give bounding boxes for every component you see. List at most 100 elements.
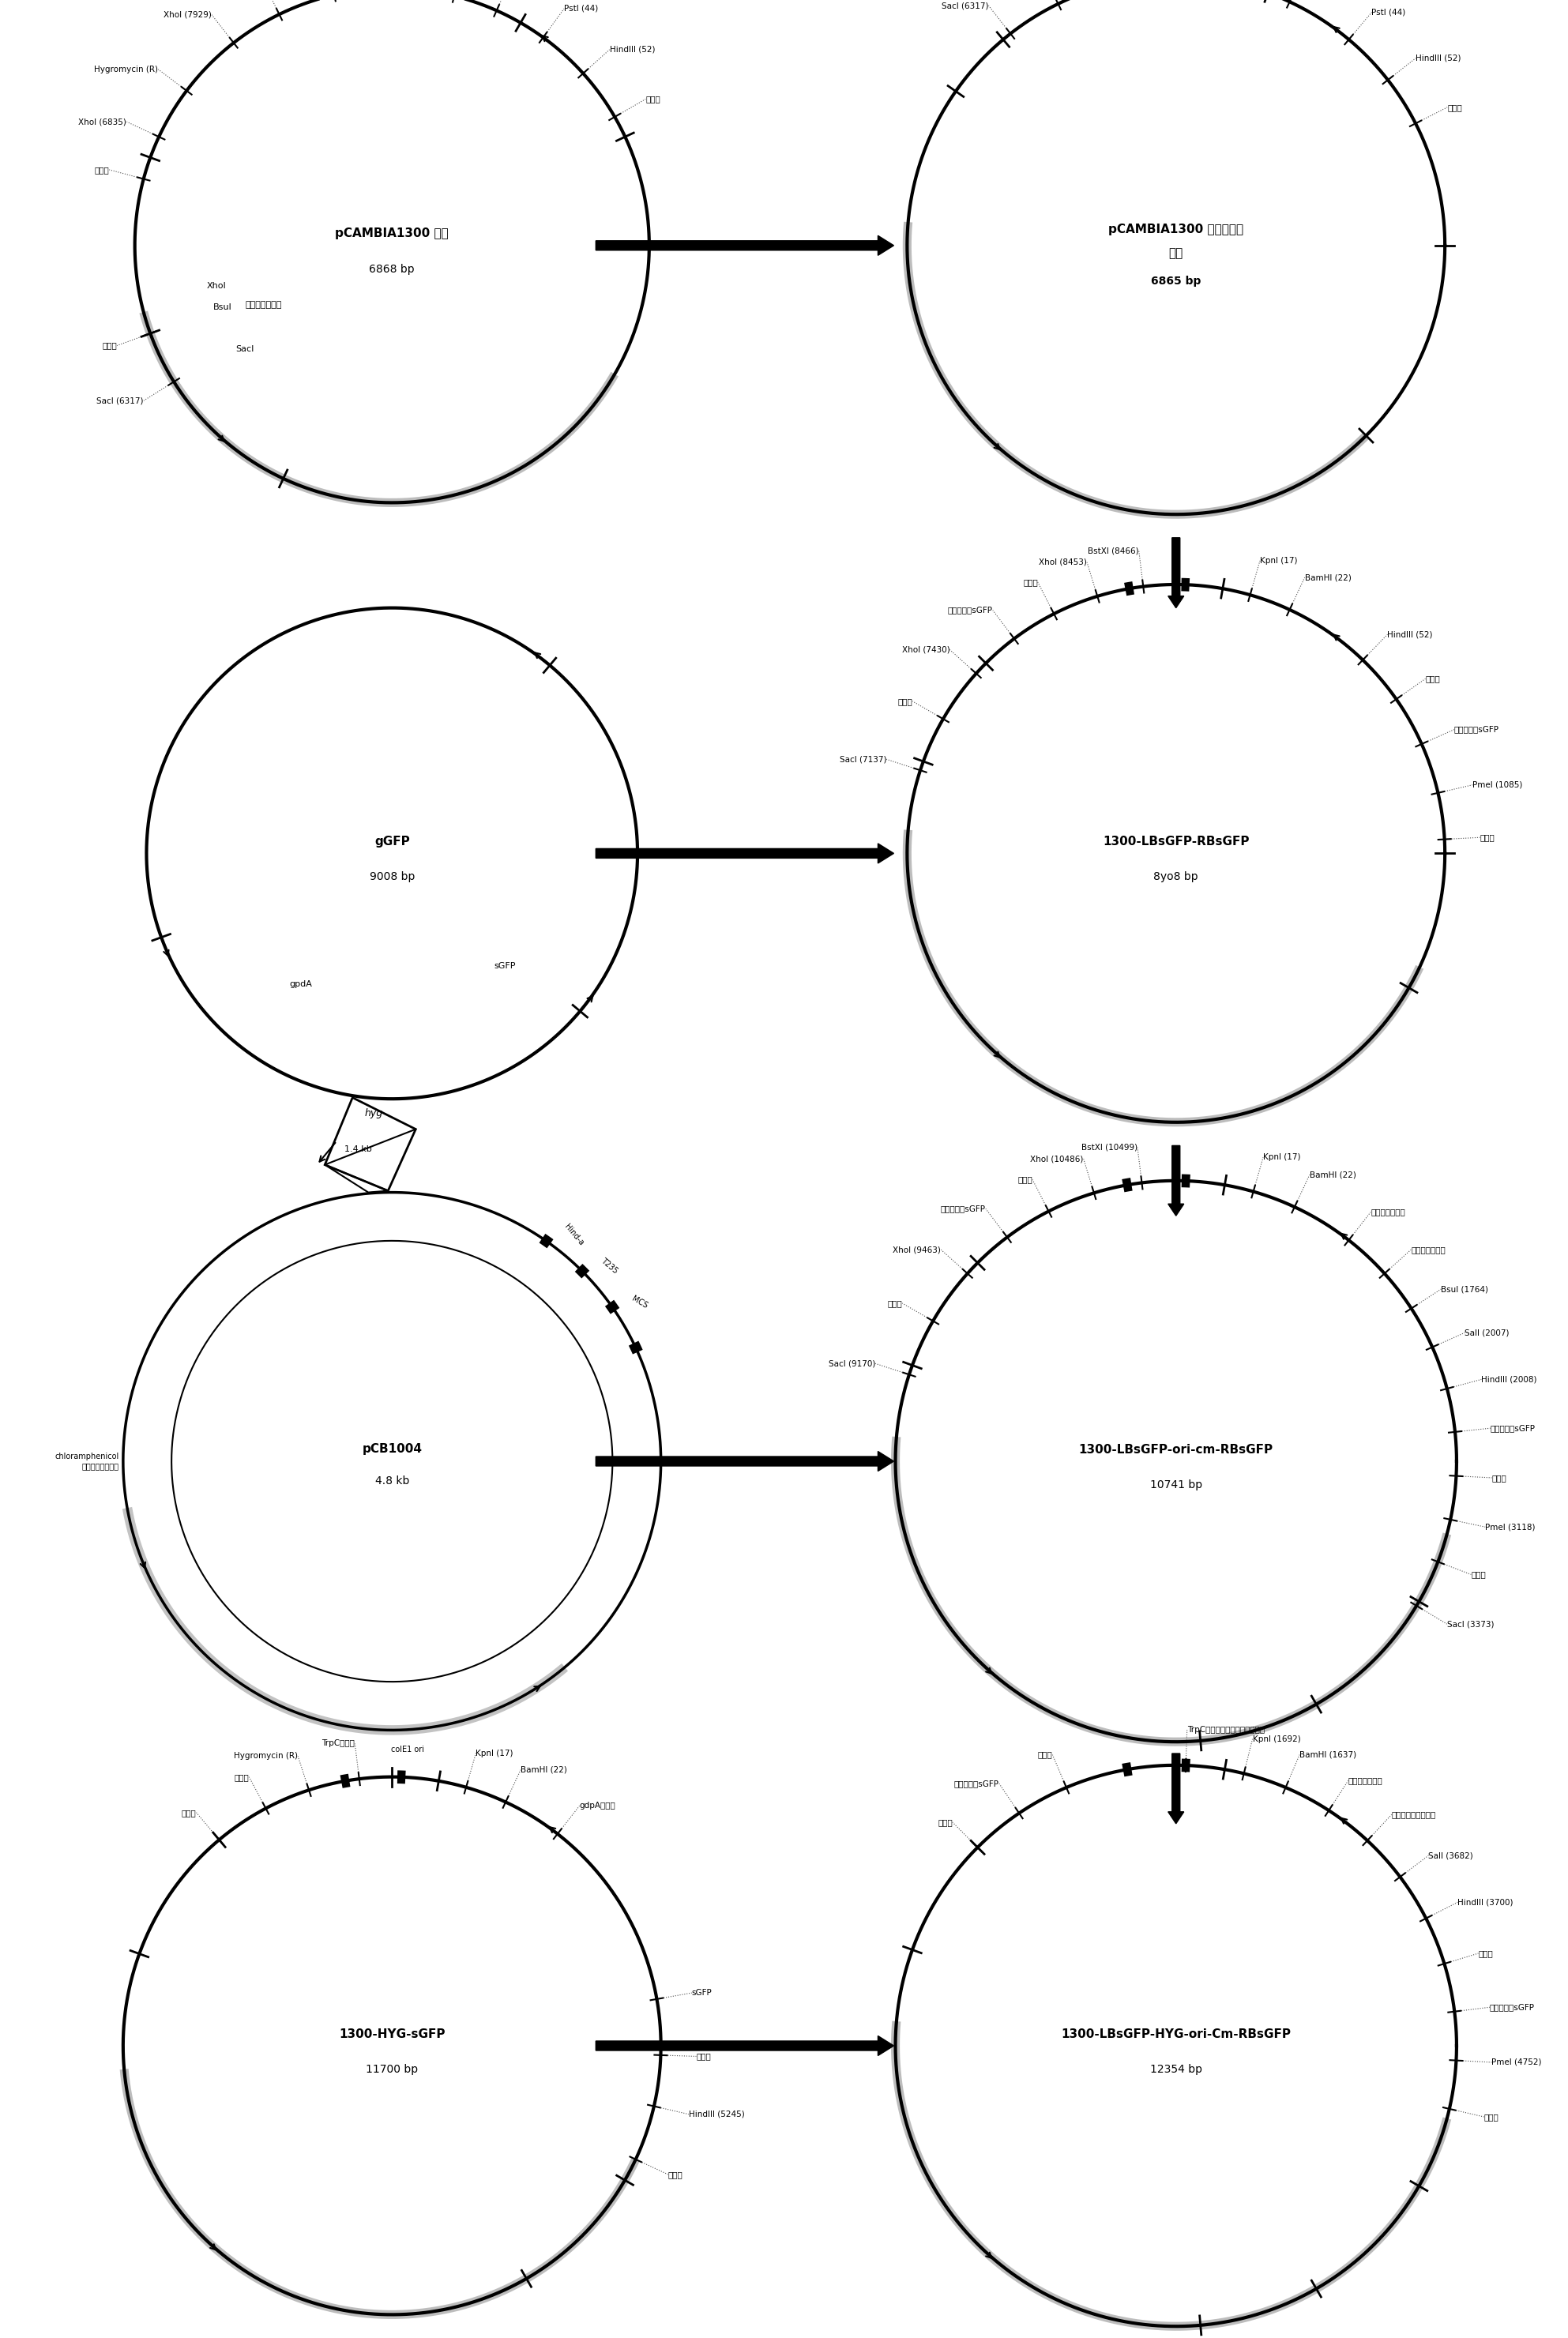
Text: 1300-LBsGFP-RBsGFP: 1300-LBsGFP-RBsGFP: [1102, 835, 1250, 846]
Text: 无启动子的sGFP: 无启动子的sGFP: [955, 1779, 999, 1789]
Text: HindIII (52): HindIII (52): [1388, 631, 1433, 638]
Text: SacI (7137): SacI (7137): [839, 755, 886, 762]
Text: 氨苄霉素抗性基因盒: 氨苄霉素抗性基因盒: [1391, 1810, 1436, 1819]
Text: HindIII (52): HindIII (52): [610, 47, 655, 54]
Text: 1.4 kb: 1.4 kb: [345, 1146, 372, 1153]
Text: colE1 ori: colE1 ori: [390, 1746, 425, 1754]
Text: HindIII (2008): HindIII (2008): [1482, 1375, 1537, 1384]
Text: 8yo8 bp: 8yo8 bp: [1154, 872, 1198, 881]
Text: 氨苄霉素复制子: 氨苄霉素复制子: [1348, 1777, 1383, 1784]
Text: 右边界: 右边界: [1480, 832, 1494, 842]
Text: 右边界: 右边界: [1483, 2114, 1499, 2121]
Text: gGFP: gGFP: [375, 835, 409, 846]
Text: 右边界: 右边界: [668, 2170, 682, 2179]
Text: SacI: SacI: [235, 344, 254, 353]
FancyArrow shape: [1168, 538, 1184, 608]
Text: BamHI (22): BamHI (22): [1305, 573, 1352, 582]
FancyArrow shape: [1168, 1146, 1184, 1216]
Text: BamHI (22): BamHI (22): [1309, 1171, 1356, 1178]
Text: 终止子: 终止子: [696, 2053, 710, 2060]
Text: Hygromycin (R): Hygromycin (R): [234, 1751, 298, 1761]
Text: 终止子: 终止子: [1491, 1473, 1507, 1482]
Text: 右边界: 右边界: [646, 96, 660, 103]
Text: 右边界: 右边界: [1471, 1571, 1486, 1578]
Text: 左边界: 左边界: [102, 341, 118, 351]
Text: pCAMBIA1300 左边界改造: pCAMBIA1300 左边界改造: [1109, 224, 1243, 236]
Text: 终止子: 终止子: [94, 166, 110, 173]
Text: 无启动子的sGFP: 无启动子的sGFP: [1454, 725, 1499, 734]
Text: 氨苄霉素复制子: 氨苄霉素复制子: [1370, 1209, 1405, 1216]
Text: PmeI (1085): PmeI (1085): [1472, 781, 1523, 788]
Text: PstI (44): PstI (44): [1372, 9, 1406, 16]
Text: 无启动子的sGFP: 无启动子的sGFP: [941, 1204, 986, 1213]
Text: 终止子: 终止子: [234, 1772, 249, 1782]
Text: pCAMBIA1300 质粒: pCAMBIA1300 质粒: [336, 227, 448, 238]
Text: gdpA启动子: gdpA启动子: [580, 1803, 616, 1810]
Text: PmeI (3118): PmeI (3118): [1485, 1522, 1535, 1531]
Text: 9008 bp: 9008 bp: [370, 872, 414, 881]
Text: TrpC启动子: TrpC启动子: [321, 1739, 354, 1746]
Text: SacI (6317): SacI (6317): [941, 2, 988, 9]
Text: 左边界: 左边界: [182, 1810, 196, 1817]
Text: KpnI (17): KpnI (17): [1264, 1153, 1301, 1162]
Text: 6868 bp: 6868 bp: [368, 264, 416, 276]
Text: chloramphenicol
氯霉素抗性基因子: chloramphenicol 氯霉素抗性基因子: [55, 1452, 119, 1471]
Text: 右边界: 右边界: [1447, 103, 1461, 112]
Text: 无启动子的sGFP: 无启动子的sGFP: [947, 606, 993, 615]
Text: XhoI (7929): XhoI (7929): [163, 12, 212, 19]
Text: 终止子: 终止子: [1038, 1751, 1052, 1758]
Text: 无启动子的sGFP: 无启动子的sGFP: [1490, 2004, 1535, 2011]
Text: 1300-HYG-sGFP: 1300-HYG-sGFP: [339, 2027, 445, 2039]
Text: HindIII (3700): HindIII (3700): [1458, 1898, 1513, 1905]
Text: SalI (3682): SalI (3682): [1428, 1852, 1474, 1859]
Text: 终止子: 终止子: [1479, 1950, 1493, 1957]
Text: 12354 bp: 12354 bp: [1149, 2064, 1203, 2076]
Text: XhoI: XhoI: [207, 283, 226, 290]
Text: BstXI (10499): BstXI (10499): [1082, 1143, 1137, 1150]
Text: 左边界: 左边界: [887, 1300, 902, 1307]
Text: gpdA: gpdA: [289, 980, 312, 989]
Text: 终止子: 终止子: [1425, 676, 1439, 683]
Text: SacI (3373): SacI (3373): [1447, 1620, 1494, 1627]
Text: 氨苄霉素抗性金: 氨苄霉素抗性金: [1411, 1246, 1446, 1253]
Text: pCB1004: pCB1004: [362, 1443, 422, 1454]
Text: hyg: hyg: [364, 1108, 383, 1118]
Text: 质粒: 质粒: [1168, 248, 1184, 260]
Text: SacI (9170): SacI (9170): [828, 1361, 875, 1368]
Text: 10741 bp: 10741 bp: [1149, 1480, 1203, 1492]
Text: 终止子: 终止子: [1018, 1176, 1032, 1183]
Text: 终止子: 终止子: [1022, 577, 1038, 587]
Text: MCS: MCS: [630, 1295, 649, 1309]
Text: XhoI (6835): XhoI (6835): [78, 117, 127, 126]
Text: SacI (6317): SacI (6317): [97, 397, 144, 404]
Text: PstI (44): PstI (44): [564, 5, 599, 12]
FancyArrow shape: [1168, 1754, 1184, 1824]
Text: sGFP: sGFP: [691, 1990, 712, 1997]
Text: 4.8 kb: 4.8 kb: [375, 1475, 409, 1487]
Text: 左边界改造片段: 左边界改造片段: [246, 302, 282, 309]
Text: KpnI (1692): KpnI (1692): [1253, 1735, 1300, 1744]
Text: 11700 bp: 11700 bp: [365, 2064, 419, 2076]
Text: sGFP: sGFP: [494, 963, 516, 970]
Text: BsuI: BsuI: [213, 304, 232, 311]
Text: BstXI (8466): BstXI (8466): [1088, 547, 1138, 554]
FancyArrow shape: [596, 1452, 894, 1471]
Text: HindIII (5245): HindIII (5245): [688, 2111, 745, 2118]
Text: XhoI (7430): XhoI (7430): [902, 645, 950, 655]
Text: PmeI (4752): PmeI (4752): [1491, 2057, 1541, 2067]
Text: 6865 bp: 6865 bp: [1151, 276, 1201, 288]
Text: XhoI (10486): XhoI (10486): [1030, 1155, 1083, 1162]
Text: TrpC基因的编辑变异抗性基因盒: TrpC基因的编辑变异抗性基因盒: [1187, 1725, 1264, 1735]
Text: HindIII (52): HindIII (52): [1416, 54, 1461, 63]
FancyArrow shape: [596, 844, 894, 863]
Text: 左边界: 左边界: [897, 697, 913, 706]
Text: 1300-LBsGFP-HYG-ori-Cm-RBsGFP: 1300-LBsGFP-HYG-ori-Cm-RBsGFP: [1062, 2027, 1290, 2039]
Text: Hygromycin (R): Hygromycin (R): [94, 65, 158, 72]
FancyArrow shape: [596, 2036, 894, 2055]
Text: SalI (2007): SalI (2007): [1465, 1328, 1510, 1337]
Text: 无启动子的sGFP: 无启动子的sGFP: [1491, 1424, 1535, 1433]
Text: T235: T235: [599, 1256, 619, 1274]
FancyArrow shape: [596, 236, 894, 255]
Text: BamHI (22): BamHI (22): [521, 1765, 568, 1775]
Text: Hind-a: Hind-a: [563, 1223, 585, 1246]
